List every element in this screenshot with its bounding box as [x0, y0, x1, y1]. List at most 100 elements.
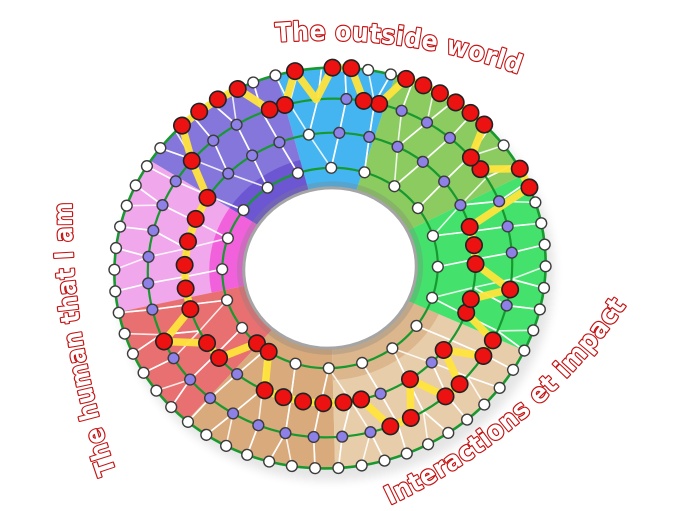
- white-node: [358, 166, 371, 179]
- wheel-hole: [242, 186, 418, 350]
- mesh-line: [432, 204, 462, 237]
- red-node: [334, 393, 353, 412]
- purple-node: [501, 220, 514, 233]
- red-node: [198, 188, 217, 207]
- white-node: [112, 306, 125, 319]
- white-node: [386, 342, 399, 355]
- white-node: [289, 357, 302, 370]
- white-node: [137, 366, 150, 379]
- purple-node: [167, 352, 180, 365]
- ring-line-ring4: [221, 166, 439, 370]
- white-node: [247, 76, 260, 89]
- red-node: [400, 370, 419, 389]
- purple-node: [340, 92, 353, 106]
- white-node: [216, 263, 229, 276]
- white-node: [291, 166, 304, 180]
- purple-node: [438, 175, 451, 188]
- red-node: [475, 115, 494, 134]
- white-node: [322, 362, 335, 375]
- red-node: [460, 217, 479, 236]
- purple-node: [142, 250, 155, 263]
- red-node: [466, 254, 485, 273]
- red-node: [208, 90, 227, 109]
- white-node: [478, 398, 491, 411]
- red-node: [474, 346, 493, 365]
- red-node: [314, 394, 333, 413]
- white-node: [460, 413, 474, 426]
- red-node: [354, 91, 373, 110]
- red-node: [446, 93, 465, 112]
- red-node: [182, 151, 201, 170]
- red-node: [430, 84, 449, 103]
- white-node: [154, 141, 167, 155]
- white-node: [261, 181, 274, 194]
- white-node: [108, 263, 121, 276]
- red-node: [397, 69, 416, 88]
- purple-node: [184, 373, 197, 386]
- purple-node: [203, 392, 217, 405]
- purple-node: [443, 131, 457, 144]
- white-node: [431, 260, 444, 273]
- white-node: [442, 426, 455, 440]
- white-node: [220, 294, 234, 307]
- red-node: [178, 232, 197, 251]
- red-node: [190, 102, 209, 121]
- mesh-line: [148, 247, 187, 258]
- red-node: [285, 62, 304, 81]
- white-node: [120, 199, 133, 212]
- mesh-line: [473, 278, 512, 289]
- purple-node: [169, 175, 182, 188]
- purple-node: [493, 195, 506, 208]
- red-node: [501, 280, 520, 299]
- red-node: [381, 417, 400, 436]
- white-node: [529, 196, 542, 209]
- label-the-human-that-i-am: The human that I am: [49, 202, 123, 479]
- mesh-line: [416, 325, 452, 342]
- purple-node: [333, 126, 346, 139]
- white-node: [332, 461, 345, 475]
- white-node: [497, 139, 510, 152]
- white-node: [426, 291, 439, 304]
- white-node: [518, 344, 531, 357]
- purple-node: [395, 104, 408, 117]
- red-node: [181, 300, 200, 319]
- white-node: [400, 447, 413, 460]
- white-node: [355, 459, 368, 472]
- purple-node: [416, 155, 429, 168]
- purple-node: [156, 199, 169, 212]
- purple-node: [222, 167, 235, 180]
- white-node: [535, 217, 548, 230]
- purple-node: [142, 277, 155, 290]
- red-node: [461, 103, 480, 122]
- purple-node: [500, 299, 513, 312]
- red-node: [461, 148, 480, 167]
- white-node: [384, 68, 397, 81]
- white-node: [533, 303, 546, 316]
- purple-node: [336, 430, 349, 443]
- purple-node: [273, 136, 286, 149]
- white-node: [421, 438, 435, 451]
- white-node: [539, 260, 552, 273]
- mesh-line: [417, 181, 445, 209]
- red-node: [436, 387, 455, 406]
- white-node: [220, 439, 233, 452]
- mesh-line: [460, 200, 500, 206]
- red-node: [510, 159, 529, 178]
- white-node: [388, 180, 401, 193]
- red-node: [255, 381, 274, 400]
- mesh-line: [459, 177, 488, 206]
- mesh-line: [184, 268, 223, 278]
- white-node: [200, 428, 213, 441]
- purple-node: [391, 140, 404, 153]
- white-node: [426, 229, 440, 242]
- white-node: [285, 459, 298, 473]
- red-node: [323, 58, 342, 77]
- white-node: [237, 204, 250, 217]
- red-node: [294, 392, 313, 411]
- white-node: [302, 128, 315, 141]
- white-node: [493, 381, 506, 395]
- white-node: [410, 319, 423, 332]
- mesh-line: [148, 275, 185, 285]
- white-node: [537, 281, 551, 295]
